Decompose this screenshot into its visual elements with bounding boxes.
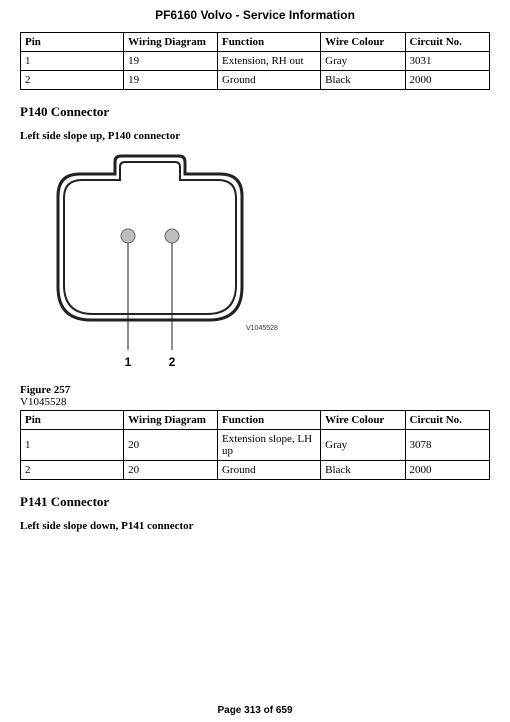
cell-wiring: 19	[124, 71, 218, 90]
cell-pin: 1	[21, 430, 124, 461]
pin-1-label: 1	[125, 355, 132, 369]
table-row: 1 20 Extension slope, LH up Gray 3078	[21, 430, 490, 461]
pin-table-2: Pin Wiring Diagram Function Wire Colour …	[20, 410, 490, 480]
cell-circuit: 3031	[405, 52, 489, 71]
pin-2-icon	[165, 229, 179, 243]
table-header-row: Pin Wiring Diagram Function Wire Colour …	[21, 33, 490, 52]
col-header-wirecolour: Wire Colour	[321, 411, 405, 430]
table-row: 2 20 Ground Black 2000	[21, 461, 490, 480]
figure-ref: V1045528	[20, 396, 490, 408]
section-subhead-p141: Left side slope down, P141 connector	[20, 520, 490, 532]
connector-svg: 1 2 V1045528	[20, 152, 280, 372]
cell-wirecolour: Gray	[321, 52, 405, 71]
cell-wiring: 20	[124, 430, 218, 461]
cell-circuit: 3078	[405, 430, 489, 461]
col-header-wiring: Wiring Diagram	[124, 33, 218, 52]
col-header-wirecolour: Wire Colour	[321, 33, 405, 52]
cell-function: Extension slope, LH up	[217, 430, 320, 461]
cell-function: Ground	[217, 71, 320, 90]
diagram-ref-text: V1045528	[246, 325, 278, 332]
pin-2-label: 2	[169, 355, 176, 369]
cell-wirecolour: Black	[321, 71, 405, 90]
cell-circuit: 2000	[405, 461, 489, 480]
page-footer: Page 313 of 659	[0, 705, 510, 716]
table-row: 1 19 Extension, RH out Gray 3031	[21, 52, 490, 71]
cell-circuit: 2000	[405, 71, 489, 90]
table-header-row: Pin Wiring Diagram Function Wire Colour …	[21, 411, 490, 430]
cell-wiring: 19	[124, 52, 218, 71]
cell-pin: 1	[21, 52, 124, 71]
cell-wiring: 20	[124, 461, 218, 480]
page-title: PF6160 Volvo - Service Information	[20, 8, 490, 22]
pin-1-icon	[121, 229, 135, 243]
section-heading-p141: P141 Connector	[20, 494, 490, 510]
figure-label: Figure 257	[20, 384, 490, 396]
cell-pin: 2	[21, 71, 124, 90]
col-header-pin: Pin	[21, 411, 124, 430]
col-header-circuit: Circuit No.	[405, 411, 489, 430]
cell-wirecolour: Black	[321, 461, 405, 480]
cell-function: Extension, RH out	[217, 52, 320, 71]
cell-pin: 2	[21, 461, 124, 480]
cell-wirecolour: Gray	[321, 430, 405, 461]
table-row: 2 19 Ground Black 2000	[21, 71, 490, 90]
connector-outline-inner	[64, 162, 236, 314]
col-header-function: Function	[217, 411, 320, 430]
col-header-pin: Pin	[21, 33, 124, 52]
section-subhead-p140: Left side slope up, P140 connector	[20, 130, 490, 142]
col-header-circuit: Circuit No.	[405, 33, 489, 52]
section-heading-p140: P140 Connector	[20, 104, 490, 120]
cell-function: Ground	[217, 461, 320, 480]
connector-diagram: 1 2 V1045528	[20, 152, 280, 376]
col-header-function: Function	[217, 33, 320, 52]
pin-table-1: Pin Wiring Diagram Function Wire Colour …	[20, 32, 490, 90]
col-header-wiring: Wiring Diagram	[124, 411, 218, 430]
